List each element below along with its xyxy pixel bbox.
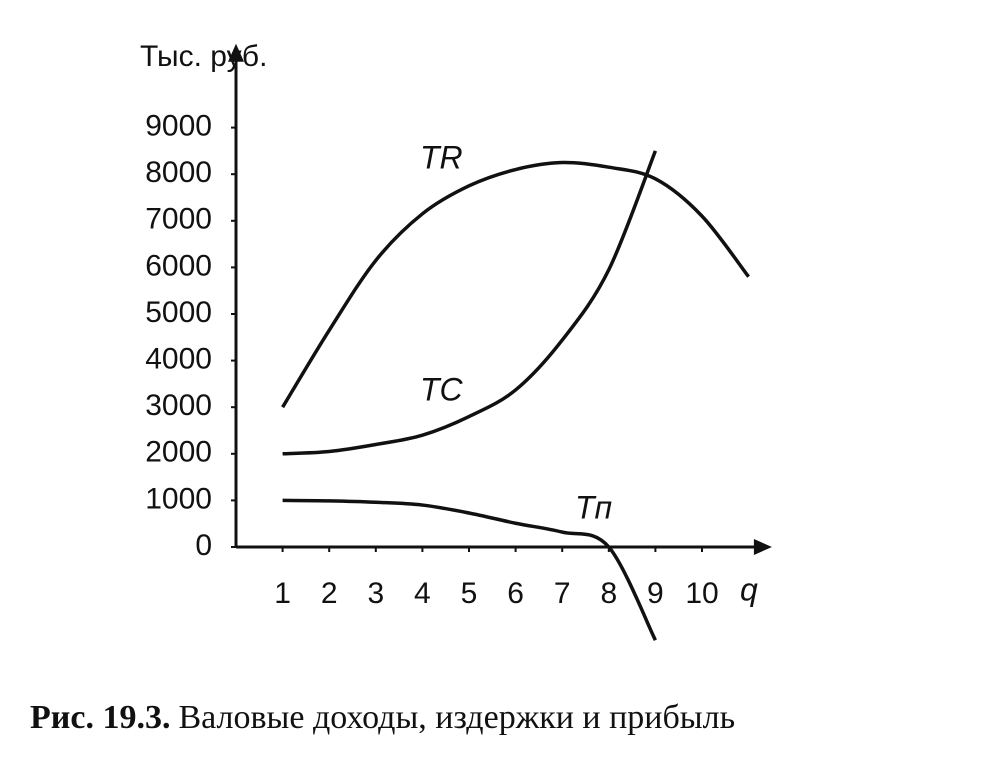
x-axis-label: q xyxy=(740,571,758,607)
caption-text: Валовые доходы, издержки и прибыль xyxy=(178,699,735,736)
series-line xyxy=(282,150,658,456)
y-tick-label: 3000 xyxy=(145,389,212,422)
x-tick-label: 10 xyxy=(685,577,718,610)
caption: Рис. 19.3. Валовые доходы, издержки и при… xyxy=(30,699,735,736)
y-axis-arrow xyxy=(228,43,244,62)
y-tick-label: 9000 xyxy=(145,110,212,143)
series-label: Tп xyxy=(575,489,612,525)
x-tick-label: 2 xyxy=(321,577,338,610)
series-line xyxy=(281,160,750,409)
y-tick-label: 8000 xyxy=(145,156,212,189)
x-tick-label: 6 xyxy=(507,577,524,610)
y-axis-label: Тыс. руб. xyxy=(140,40,267,73)
y-tick-label: 6000 xyxy=(145,249,212,282)
y-tick-label: 7000 xyxy=(145,203,212,236)
x-tick-label: 9 xyxy=(647,577,664,610)
caption-label: Рис. 19.3. xyxy=(30,699,170,736)
x-tick-label: 3 xyxy=(367,577,384,610)
x-tick-label: 1 xyxy=(274,577,291,610)
x-tick-label: 5 xyxy=(461,577,478,610)
x-tick-label: 7 xyxy=(554,577,571,610)
x-axis-arrow xyxy=(753,539,772,555)
y-tick-label: 2000 xyxy=(145,436,212,469)
y-tick-label: 0 xyxy=(195,529,212,562)
x-tick-label: 8 xyxy=(600,577,617,610)
series-line xyxy=(282,498,657,641)
x-tick-label: 4 xyxy=(414,577,431,610)
series-label: TC xyxy=(420,371,464,407)
series-label: TR xyxy=(420,139,463,175)
y-tick-label: 1000 xyxy=(145,482,212,515)
y-tick-label: 5000 xyxy=(145,296,212,329)
y-tick-label: 4000 xyxy=(145,343,212,376)
